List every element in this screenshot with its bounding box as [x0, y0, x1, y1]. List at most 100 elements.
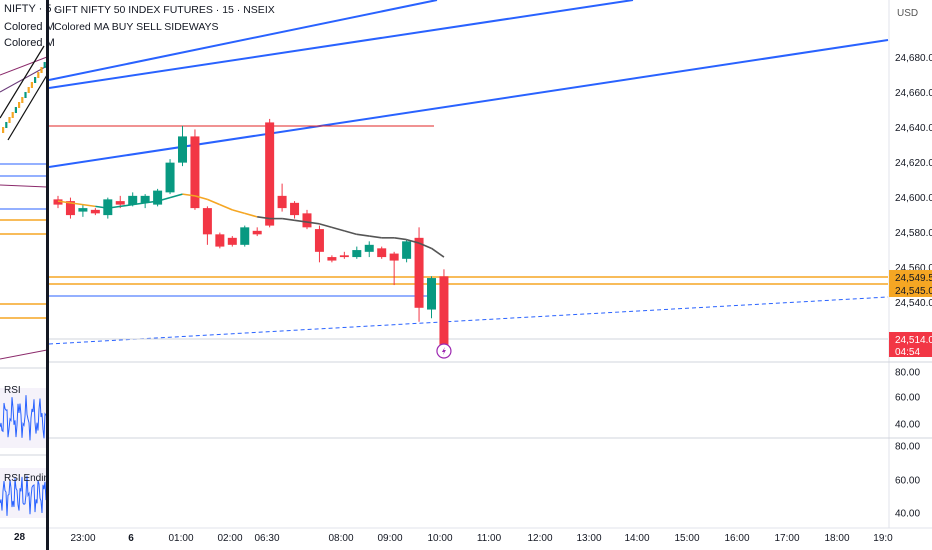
- ma-line-segment: [157, 196, 171, 202]
- indicator-name: Colored MA BUY SELL SIDEWAYS: [54, 21, 219, 33]
- trend-line-1: [48, 0, 438, 81]
- ma-line-segment: [194, 195, 208, 201]
- ma-line-segment: [107, 205, 121, 209]
- candle-body: [65, 201, 75, 216]
- level-badge: [889, 270, 932, 284]
- left-rsi-label: RSI: [4, 385, 21, 396]
- left-panel-bg: [0, 0, 47, 550]
- rsi2-tick-label: 40.00: [895, 509, 920, 520]
- ma-line-segment: [281, 217, 295, 222]
- left-level-line: [0, 184, 48, 188]
- candle-body: [327, 257, 337, 261]
- ma-line-segment: [244, 212, 258, 218]
- left-symbol-title: NIFTY · 5 ·: [4, 3, 59, 15]
- left-rsi-line: [0, 395, 47, 441]
- time-tick-label: 23:00: [70, 533, 95, 544]
- candle-body: [165, 162, 175, 193]
- currency-label[interactable]: USD: [897, 8, 919, 19]
- candle-body: [90, 209, 100, 214]
- chart-title: GIFT NIFTY 50 INDEX FUTURES · 15 · NSEIX: [54, 4, 275, 16]
- panel-separator: [46, 0, 49, 550]
- ma-line-segment: [95, 205, 108, 209]
- projection-line-dashed: [48, 296, 889, 345]
- time-tick-label: 12:00: [527, 533, 552, 544]
- time-tick-label: 10:00: [427, 533, 452, 544]
- candle-body: [103, 199, 113, 216]
- rsi2-tick-label: 60.00: [895, 476, 920, 487]
- candle-body: [364, 244, 374, 252]
- left-candle: [34, 77, 37, 83]
- last-price-badge: [889, 332, 932, 357]
- candle-body: [128, 195, 138, 205]
- price-tick-label: 24,540.0: [895, 298, 932, 309]
- ma-line-segment: [207, 198, 221, 206]
- time-tick-label: 08:00: [328, 533, 353, 544]
- left-candle: [21, 97, 24, 103]
- time-tick-label: 01:00: [168, 533, 193, 544]
- ma-line-segment: [319, 223, 333, 229]
- candle-body: [302, 213, 312, 228]
- ma-line-segment: [418, 242, 432, 250]
- rsi-tick-label: 60.00: [895, 393, 920, 404]
- left-candle: [30, 82, 33, 88]
- candle-body: [377, 248, 387, 258]
- candle-body: [240, 227, 250, 245]
- ma-line-segment: [145, 200, 158, 204]
- left-candle: [40, 67, 43, 73]
- time-tick-label: 15:00: [674, 533, 699, 544]
- ma-line-segment: [356, 233, 370, 237]
- candle-body: [202, 208, 212, 235]
- candle-body: [314, 229, 324, 252]
- left-rsi-line: [0, 475, 47, 516]
- candle-body: [115, 201, 125, 205]
- time-tick-label: 6: [128, 533, 134, 544]
- left-candle: [8, 117, 11, 123]
- price-tick-label: 24,580.0: [895, 228, 932, 239]
- trend-line-2: [48, 0, 634, 89]
- price-tick-label: 24,600.0: [895, 193, 932, 204]
- candle-body: [190, 136, 200, 209]
- price-tick-label: 24,660.0: [895, 88, 932, 99]
- ma-line-segment: [294, 219, 308, 223]
- left-indicator-1: Colored M: [4, 21, 55, 33]
- candle-body: [78, 208, 88, 212]
- left-ma-line: [0, 349, 48, 360]
- rsi-tick-label: 80.00: [895, 368, 920, 379]
- rsi-tick-label: 40.00: [895, 420, 920, 431]
- trend-line-3: [48, 39, 889, 168]
- left-ma-line: [0, 56, 48, 76]
- lightning-glyph: [441, 347, 446, 355]
- time-tick-label: 14:00: [624, 533, 649, 544]
- rsi2-tick-label: 80.00: [895, 442, 920, 453]
- left-candle: [11, 112, 14, 118]
- time-tick-label: 19:0: [873, 533, 893, 544]
- price-tick-label: 24,640.0: [895, 123, 932, 134]
- candle-body: [389, 253, 399, 261]
- left-candle: [5, 122, 8, 128]
- ma-line-segment: [82, 203, 96, 208]
- time-tick-label: 06:30: [254, 533, 279, 544]
- left-indicator-2: Colored M: [4, 37, 55, 49]
- candle-body: [290, 202, 300, 216]
- candle-body: [427, 278, 436, 310]
- candle-body: [339, 255, 349, 258]
- candle-body: [178, 136, 187, 163]
- ma-line-segment: [169, 193, 183, 199]
- left-candle: [24, 92, 27, 98]
- left-channel-line: [7, 74, 48, 141]
- ma-line-segment: [182, 193, 196, 197]
- candle-body: [414, 237, 424, 308]
- ma-line-segment: [406, 238, 420, 244]
- candle-body: [153, 190, 163, 205]
- candle-body: [352, 250, 362, 258]
- time-tick-label: 13:00: [576, 533, 601, 544]
- left-rsi-smoothing-label: RSI Endin: [4, 473, 50, 484]
- ma-line-segment: [306, 221, 320, 225]
- left-channel-line: [0, 45, 45, 119]
- price-tick-label: 24,620.0: [895, 158, 932, 169]
- candle-body: [215, 234, 225, 247]
- ma-line-segment: [57, 200, 71, 204]
- ma-line-segment: [120, 203, 133, 208]
- ma-line-segment: [369, 235, 382, 239]
